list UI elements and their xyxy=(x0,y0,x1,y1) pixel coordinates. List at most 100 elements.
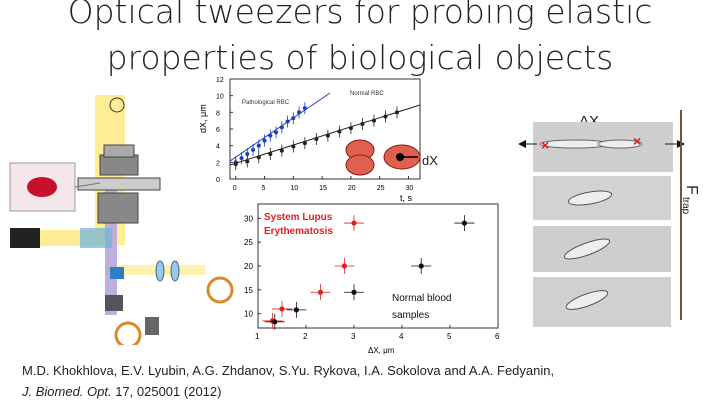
chart1-ylabel: dX, μm xyxy=(200,104,208,133)
data-point-series-0 xyxy=(256,143,261,148)
y-tick-label: 6 xyxy=(216,127,220,134)
x-tick-label: 2 xyxy=(303,332,308,341)
fiber-coil-icon xyxy=(114,321,142,345)
data-point-series-0 xyxy=(268,133,273,138)
cell-image-4 xyxy=(565,290,609,310)
y-tick-label: 15 xyxy=(244,286,253,295)
micrograph-frame-4 xyxy=(533,277,671,327)
y-tick-label: 12 xyxy=(216,77,224,84)
data-point-series-1 xyxy=(383,114,388,119)
data-point-series-0 xyxy=(251,147,256,152)
objective-bottom xyxy=(97,192,139,224)
x-tick-label: 10 xyxy=(290,185,298,192)
lens-icon xyxy=(155,260,165,282)
slide-title-line2: properties of biological objects xyxy=(106,38,614,77)
data-point-series-0 xyxy=(245,152,250,156)
x-tick-label: 5 xyxy=(262,185,266,192)
laser-beam-right xyxy=(105,265,205,275)
citation-details: 17, 025001 (2012) xyxy=(111,384,222,399)
detector-icon xyxy=(105,295,123,311)
data-point-series-1 xyxy=(272,319,278,325)
data-point-series-1 xyxy=(233,162,238,166)
y-tick-label: 8 xyxy=(216,110,220,117)
data-point-series-1 xyxy=(371,118,376,123)
citation-reference: J. Biomed. Opt. 17, 025001 (2012) xyxy=(22,381,554,402)
optical-setup-diagram xyxy=(9,95,234,345)
x-tick-label: 30 xyxy=(405,185,413,192)
data-point-series-1 xyxy=(348,126,353,131)
light-source-icon xyxy=(109,97,125,113)
citation-journal: J. Biomed. Opt. xyxy=(22,384,112,399)
force-label-group: F trap xyxy=(680,185,700,215)
citation: M.D. Khokhlova, E.V. Lyubin, A.G. Zhdano… xyxy=(22,360,554,402)
data-point-series-0 xyxy=(279,306,285,312)
data-point-series-1 xyxy=(256,155,261,160)
chart2-legend-sle-line: Erythematosis xyxy=(264,226,333,237)
data-point-series-1 xyxy=(394,110,399,115)
inset-dx-label: dX xyxy=(422,153,438,168)
force-label: F xyxy=(683,185,700,195)
chart2-legend-sle-line: System Lupus xyxy=(264,212,333,223)
data-point-series-0 xyxy=(274,130,279,135)
camera-icon xyxy=(10,228,40,248)
beam-splitter-icon xyxy=(110,267,124,279)
force-deformation-chart: 1 2 3 4 5 6 10 15 20 25 30 ΔX, μm System Lupus Eryt… xyxy=(244,203,500,355)
cell-micrograph-panel: ΔX × × F trap xyxy=(518,110,700,327)
force-label-subscript: trap xyxy=(680,197,691,215)
x-tick-label: 15 xyxy=(319,185,327,192)
data-point-series-1 xyxy=(337,129,342,134)
trap-marker-icon: × xyxy=(633,133,641,149)
stretched-cell-right xyxy=(597,139,643,149)
chart2-legend-normal-line: Normal blood xyxy=(392,293,451,304)
y-tick-label: 2 xyxy=(216,160,220,167)
y-tick-label: 30 xyxy=(244,214,253,223)
y-tick-label: 20 xyxy=(244,262,253,271)
chart1-legend-pathological: Pathological RBC xyxy=(242,100,290,106)
data-point-series-0 xyxy=(262,138,267,143)
chart2-plot-frame xyxy=(257,203,499,329)
x-tick-label: 6 xyxy=(495,332,500,341)
data-point-series-1 xyxy=(293,307,299,313)
data-point-series-1 xyxy=(351,289,357,295)
dichroic-mirror-icon xyxy=(80,228,112,248)
data-point-series-1 xyxy=(461,220,467,226)
objective-top xyxy=(99,154,139,176)
data-point-series-0 xyxy=(302,106,307,111)
displacement-time-chart: 0 5 10 15 20 25 30 0 2 4 6 8 10 12 dX, μm t, s Pathol… xyxy=(200,77,421,203)
citation-authors: M.D. Khokhlova, E.V. Lyubin, A.G. Zhdano… xyxy=(22,363,555,378)
data-point-series-1 xyxy=(325,133,330,138)
data-point-series-0 xyxy=(297,110,302,115)
data-point-series-1 xyxy=(245,159,250,164)
x-tick-label: 1 xyxy=(255,332,260,341)
x-tick-label: 20 xyxy=(348,185,356,192)
y-tick-label: 4 xyxy=(216,144,220,151)
x-tick-label: 25 xyxy=(377,185,385,192)
x-tick-label: 4 xyxy=(399,332,404,341)
rbc-bottom-icon xyxy=(345,154,375,176)
data-point-series-1 xyxy=(291,144,296,149)
cell-image-3 xyxy=(563,238,611,260)
left-arrowhead-icon xyxy=(518,140,526,148)
y-tick-label: 10 xyxy=(216,94,224,101)
data-point-series-0 xyxy=(239,156,244,161)
red-blood-cell-icon xyxy=(27,177,57,197)
data-point-series-1 xyxy=(360,122,365,126)
y-tick-label: 0 xyxy=(216,177,220,184)
y-tick-label: 10 xyxy=(244,310,253,319)
data-point-series-1 xyxy=(302,141,307,146)
data-point-series-1 xyxy=(268,152,273,156)
rbc-stretch-inset: dX xyxy=(345,139,438,176)
fiber-coil-icon xyxy=(206,276,234,304)
data-point-series-1 xyxy=(314,137,319,141)
photodiode-icon xyxy=(145,317,159,335)
chart1-xlabel: t, s xyxy=(400,193,413,203)
data-point-series-0 xyxy=(285,119,290,124)
data-point-series-0 xyxy=(279,125,284,130)
lens-icon xyxy=(170,260,180,282)
objective-top-cap xyxy=(103,144,135,158)
data-point-series-0 xyxy=(341,263,347,269)
data-point-series-0 xyxy=(317,289,323,295)
chart1-normal-trend xyxy=(229,104,421,166)
data-point-series-1 xyxy=(279,148,284,153)
sample-stage xyxy=(77,177,161,191)
